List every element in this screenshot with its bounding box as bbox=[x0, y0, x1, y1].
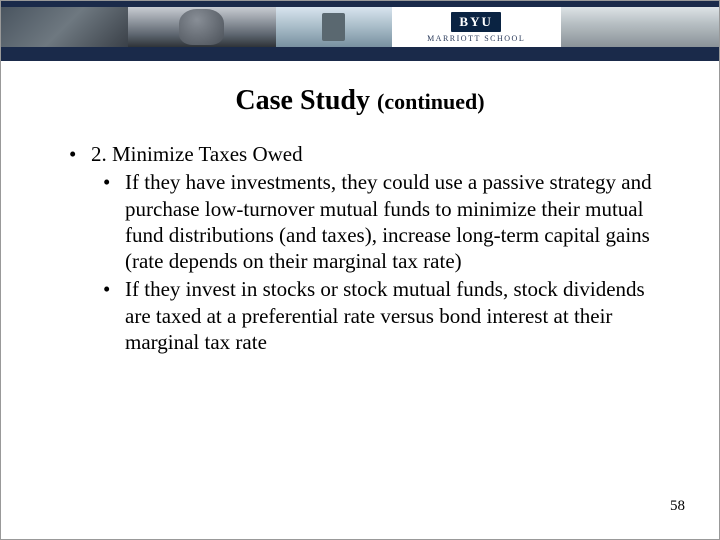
bullet-list-level2: If they have investments, they could use… bbox=[91, 169, 669, 355]
list-item: If they invest in stocks or stock mutual… bbox=[125, 276, 669, 355]
banner-panel-building bbox=[561, 7, 719, 47]
slide-content: Case Study (continued) 2. Minimize Taxes… bbox=[1, 61, 719, 355]
bullet-text: If they invest in stocks or stock mutual… bbox=[125, 277, 645, 354]
title-suffix: (continued) bbox=[377, 89, 485, 114]
page-number: 58 bbox=[670, 498, 685, 515]
byu-logo: BYU bbox=[451, 12, 500, 32]
marriott-school-text: MARRIOTT SCHOOL bbox=[427, 34, 525, 43]
bullet-text: 2. Minimize Taxes Owed bbox=[91, 142, 303, 166]
banner-panel-1 bbox=[1, 7, 128, 47]
banner-panel-statue bbox=[128, 7, 276, 47]
banner-bottom-bar bbox=[1, 47, 719, 61]
banner-image-strip: BYU MARRIOTT SCHOOL bbox=[1, 7, 719, 47]
list-item: 2. Minimize Taxes Owed If they have inve… bbox=[91, 141, 669, 355]
banner-panel-logo: BYU MARRIOTT SCHOOL bbox=[392, 7, 561, 47]
bullet-list-level1: 2. Minimize Taxes Owed If they have inve… bbox=[51, 141, 669, 355]
header-banner: BYU MARRIOTT SCHOOL bbox=[1, 1, 719, 61]
bullet-text: If they have investments, they could use… bbox=[125, 170, 652, 273]
title-main: Case Study bbox=[235, 85, 370, 116]
banner-panel-y bbox=[276, 7, 392, 47]
list-item: If they have investments, they could use… bbox=[125, 169, 669, 274]
page-title: Case Study (continued) bbox=[51, 85, 669, 117]
